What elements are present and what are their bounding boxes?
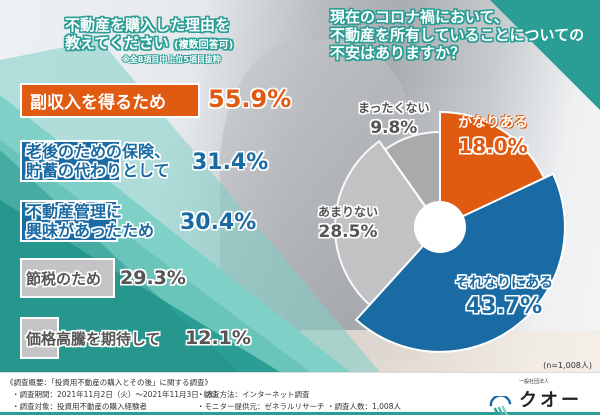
bar-row-5: 価格高騰を期待して 12.1% <box>20 317 320 359</box>
bar-value: 55.9% <box>208 85 292 113</box>
survey-provider: ・モニター提供元：ゼネラルリサーチ <box>197 402 325 411</box>
bar-value: 30.4% <box>180 210 257 235</box>
right-chart-title: 現在のコロナ禍において、 不動産を所有していることについての 不安はありますか？ <box>330 8 585 62</box>
logo: 一般社団法人 クオーレ <box>488 379 600 415</box>
bar-label: 節税のため <box>26 269 102 288</box>
survey-respondents: ・調査人数：1,008人 <box>327 402 401 411</box>
bar-label: 価格高騰を期待して <box>26 329 161 348</box>
pie-slice-mattaku <box>383 130 441 231</box>
survey-method: ・調査方法：インターネット調査 <box>197 390 310 399</box>
teal-corner <box>490 0 600 110</box>
bar-label: 副収入を得るため <box>30 93 166 113</box>
pie-label-kanari: かなりある 18.0% <box>458 115 528 158</box>
bar-fill <box>20 200 118 242</box>
bar-row-3: 不動産管理に 興味があったため 30.4% <box>20 200 320 242</box>
bar-value: 12.1% <box>185 327 251 349</box>
pie-slice-sorenari <box>354 172 566 353</box>
left-chart-title: 不動産を購入した理由を 教えてください (複数回答可) <box>65 16 234 52</box>
pie-label-amari: あまりない 28.5% <box>318 205 379 242</box>
pie-slice-amari <box>334 139 442 307</box>
sample-size: (n=1,008人) <box>543 361 592 370</box>
bar-row-1: 副収入を得るため 55.9% <box>20 83 320 118</box>
pie-label-sorenari: それなりにある 43.7% <box>455 275 553 319</box>
bar-fill <box>20 140 121 182</box>
bar-value: 31.4% <box>192 150 269 175</box>
logo-name: クオーレ <box>519 390 583 411</box>
wave-stripes-icon <box>489 396 512 415</box>
bar-fill <box>20 258 115 298</box>
pie-label-mattaku: まったくない 9.8% <box>358 101 430 138</box>
bar-row-2: 老後のための保険、 貯蓄の代わりとして 31.4% <box>20 140 320 182</box>
bar-value: 29.3% <box>120 267 186 289</box>
bar-row-4: 節税のため 29.3% <box>20 258 320 298</box>
survey-summary: 《調査概要：「投資用不動産の購入とその後」に関する調査》 <box>6 378 213 387</box>
left-chart-note: ※全8項目中上位5項目抜粋 <box>122 55 221 64</box>
bar-fill <box>20 83 200 118</box>
logo-subtitle: 一般社団法人 <box>519 379 550 385</box>
survey-period: ・調査期間：2021年11月2日（火）～2021年11月3日（水） <box>12 390 222 399</box>
footer-accent-line <box>0 412 600 415</box>
pie-slice-kanari <box>439 110 546 229</box>
survey-target: ・調査対象：投資用不動産の購入経験者 <box>12 402 147 411</box>
bar-fill <box>20 317 59 359</box>
